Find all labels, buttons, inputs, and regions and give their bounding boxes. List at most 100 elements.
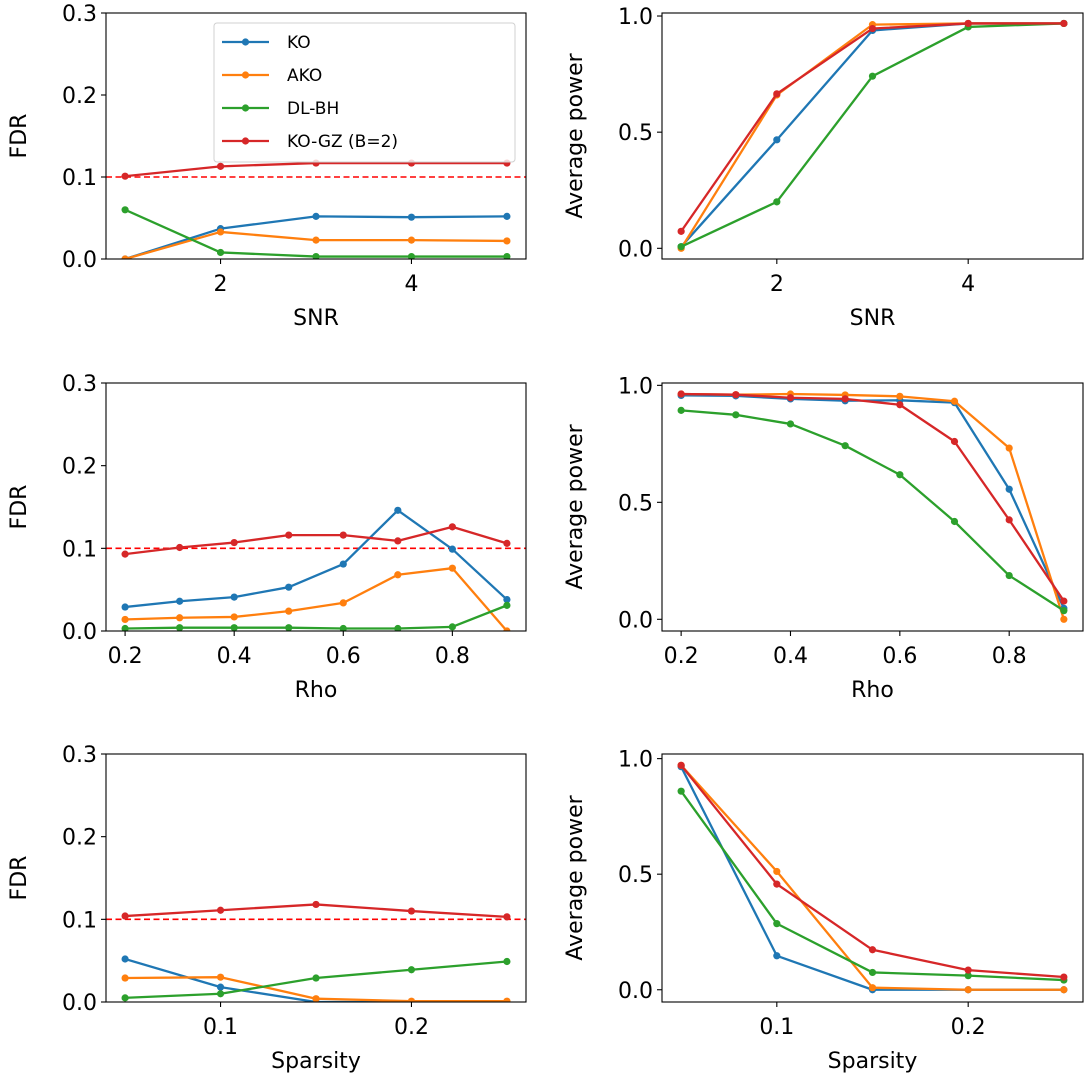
x-axis-label: SNR xyxy=(293,306,339,331)
y-tick-label: 0.0 xyxy=(618,608,653,633)
series-ko-gz-b-2- xyxy=(121,900,511,921)
y-tick-label: 0.0 xyxy=(62,991,97,1016)
data-point xyxy=(407,252,416,259)
data-point xyxy=(394,537,402,545)
y-axis-label: Average power xyxy=(563,423,588,589)
data-point xyxy=(964,972,972,980)
y-tick-label: 1.0 xyxy=(618,5,653,30)
data-point xyxy=(868,72,877,80)
series-line xyxy=(680,764,1064,991)
axes-frame xyxy=(105,753,527,1003)
series-line xyxy=(124,525,508,556)
x-tick-label: 2 xyxy=(770,272,784,297)
legend-label: KO xyxy=(287,33,311,53)
data-point xyxy=(841,395,849,403)
data-point xyxy=(773,198,781,206)
data-point xyxy=(503,913,511,921)
series-line xyxy=(680,22,1064,248)
series-ako xyxy=(121,973,511,1002)
data-point xyxy=(339,624,347,631)
data-point xyxy=(176,597,184,605)
series-ako xyxy=(677,390,1068,623)
data-point xyxy=(841,442,849,450)
data-point xyxy=(677,390,685,398)
data-point xyxy=(964,19,972,28)
series-line xyxy=(681,394,1065,609)
axes-frame xyxy=(105,382,527,632)
x-tick-label: 0.8 xyxy=(992,644,1027,669)
data-point xyxy=(230,624,238,631)
y-tick-label: 0.0 xyxy=(618,979,653,1004)
series-ko-gz-b-2- xyxy=(677,19,1068,235)
data-point xyxy=(503,627,511,631)
series-dl-bh xyxy=(121,601,511,631)
series-ko xyxy=(677,19,1068,251)
data-point xyxy=(312,900,320,909)
data-point xyxy=(216,973,225,981)
data-point xyxy=(121,974,129,982)
x-tick-label: 0.8 xyxy=(435,644,470,669)
data-point xyxy=(677,787,685,795)
y-tick-label: 0.3 xyxy=(62,372,97,397)
data-point xyxy=(121,255,129,259)
y-tick-label: 0.5 xyxy=(618,491,653,516)
series-dl-bh xyxy=(121,957,511,1002)
subplot-6: 0.1 0.2 0.0 0.5 1.0 Sparsity Average power xyxy=(563,748,1084,1074)
legend-label: KO-GZ (B=2) xyxy=(287,132,398,152)
data-point xyxy=(407,213,416,221)
x-tick-label: 0.2 xyxy=(394,1015,429,1040)
data-point xyxy=(773,920,781,928)
data-point xyxy=(312,974,320,982)
y-tick-label: 0.3 xyxy=(62,743,97,768)
data-point xyxy=(230,538,238,547)
data-point xyxy=(339,531,347,539)
x-tick-label: 0.1 xyxy=(203,1015,238,1040)
plot-area xyxy=(677,761,1068,994)
data-point xyxy=(407,997,416,1002)
x-tick-label: 0.6 xyxy=(882,644,917,669)
data-point xyxy=(503,212,511,220)
data-point xyxy=(896,392,904,400)
data-point xyxy=(868,946,877,954)
y-tick-label: 0.2 xyxy=(62,826,97,851)
series-ako xyxy=(677,19,1068,252)
legend-swatch-marker xyxy=(241,38,250,46)
y-axis-label: FDR xyxy=(7,114,32,159)
data-point xyxy=(503,595,511,604)
data-point xyxy=(868,968,877,977)
data-point xyxy=(121,912,129,920)
y-tick-label: 0.5 xyxy=(618,121,653,146)
data-point xyxy=(950,437,959,446)
data-point xyxy=(786,420,795,428)
data-point xyxy=(896,471,904,479)
data-point xyxy=(285,624,293,631)
axes-frame xyxy=(105,12,527,260)
axes-frame xyxy=(661,753,1084,1003)
series-line xyxy=(681,392,1065,620)
data-point xyxy=(503,252,511,259)
data-point xyxy=(1005,571,1013,580)
data-point xyxy=(407,907,416,915)
data-point xyxy=(216,990,225,998)
data-point xyxy=(121,994,129,1002)
data-point xyxy=(394,624,402,631)
data-point xyxy=(773,90,781,98)
y-axis-label: FDR xyxy=(7,856,32,901)
data-point xyxy=(121,615,129,624)
data-point xyxy=(950,517,959,526)
x-tick-label: 0.2 xyxy=(951,1015,986,1040)
data-point xyxy=(1005,444,1013,452)
data-point xyxy=(677,243,685,251)
data-point xyxy=(121,172,129,180)
data-point xyxy=(1060,986,1068,994)
y-tick-label: 1.0 xyxy=(618,374,653,399)
data-point xyxy=(773,952,781,960)
y-axis-label: Average power xyxy=(563,794,588,960)
data-point xyxy=(285,531,293,539)
legend-swatch-marker xyxy=(241,71,250,79)
series-line xyxy=(680,766,1064,991)
data-point xyxy=(285,607,293,615)
legend-swatch-marker xyxy=(241,104,250,112)
data-point xyxy=(1060,973,1068,981)
data-point xyxy=(503,601,511,609)
